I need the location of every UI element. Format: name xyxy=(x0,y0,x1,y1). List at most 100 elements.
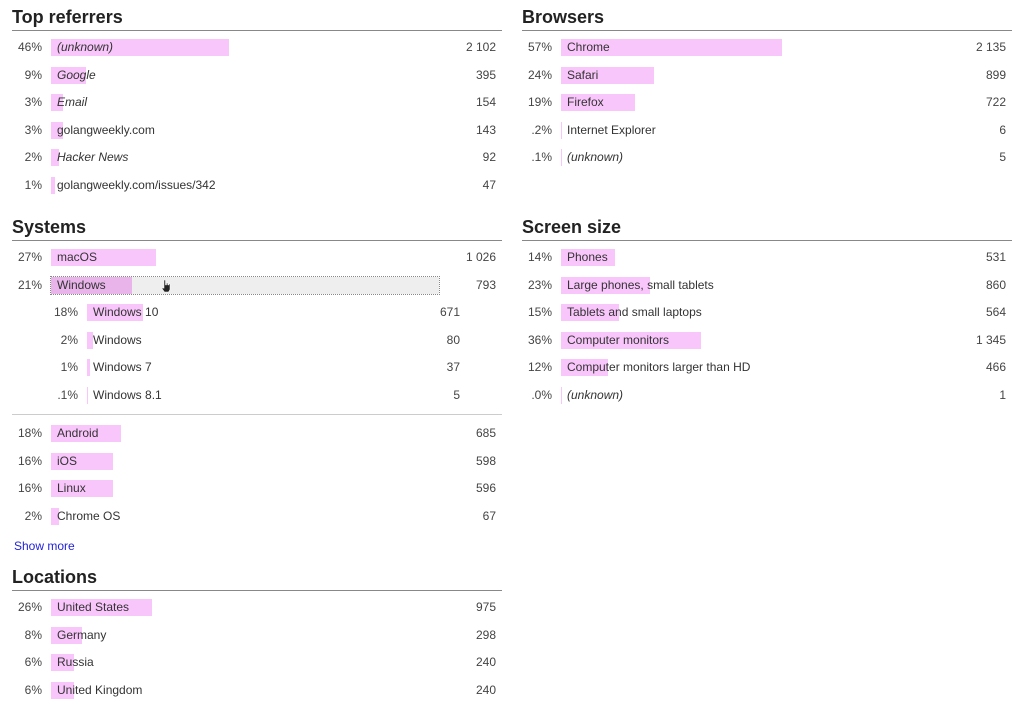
bar-track[interactable]: Windows xyxy=(51,277,439,294)
list-item[interactable]: .1%(unknown)5 xyxy=(522,144,1012,172)
item-label: Computer monitors xyxy=(567,332,669,349)
bar-track[interactable]: Large phones, small tablets xyxy=(561,277,949,294)
item-count: 564 xyxy=(986,299,1006,327)
item-label: Google xyxy=(57,67,96,84)
item-count: 1 xyxy=(999,382,1006,410)
bar-track[interactable]: Russia xyxy=(51,654,439,671)
item-label: Safari xyxy=(567,67,598,84)
bar-track[interactable]: Tablets and small laptops xyxy=(561,304,949,321)
bar-track[interactable]: Phones xyxy=(561,249,949,266)
percentage: 16% xyxy=(12,448,42,476)
bar-track[interactable]: Chrome OS xyxy=(51,508,439,525)
section-title: Top referrers xyxy=(12,5,502,31)
item-label: (unknown) xyxy=(567,387,623,404)
bar-track[interactable]: (unknown) xyxy=(561,149,949,166)
bar-track[interactable]: Windows 8.1 xyxy=(87,387,398,404)
bar-track[interactable]: Computer monitors larger than HD xyxy=(561,359,949,376)
item-label: Firefox xyxy=(567,94,604,111)
bar-track[interactable]: Chrome xyxy=(561,39,949,56)
item-label: Hacker News xyxy=(57,149,128,166)
item-label: Windows xyxy=(57,277,106,294)
bar-track[interactable]: Windows 10 xyxy=(87,304,398,321)
bar-track[interactable]: Hacker News xyxy=(51,149,439,166)
bar-track[interactable]: Google xyxy=(51,67,439,84)
bar-track[interactable]: Windows 7 xyxy=(87,359,398,376)
list-item[interactable]: .0%(unknown)1 xyxy=(522,382,1012,410)
section-title: Screen size xyxy=(522,215,1012,241)
item-label: Windows 7 xyxy=(93,359,152,376)
item-label: Linux xyxy=(57,480,86,497)
bar-track[interactable]: United Kingdom xyxy=(51,682,439,699)
bar-track[interactable]: Computer monitors xyxy=(561,332,949,349)
percentage-bar xyxy=(561,149,562,166)
bar-track[interactable]: Linux xyxy=(51,480,439,497)
item-count: 793 xyxy=(476,272,496,300)
bar-track[interactable]: Firefox xyxy=(561,94,949,111)
item-count: 80 xyxy=(447,327,460,355)
percentage: 6% xyxy=(12,649,42,677)
item-count: 685 xyxy=(476,420,496,448)
percentage-bar xyxy=(51,177,55,194)
percentage-bar xyxy=(561,122,562,139)
percentage-bar xyxy=(87,387,88,404)
bar-track[interactable]: golangweekly.com xyxy=(51,122,439,139)
bar-track[interactable]: Germany xyxy=(51,627,439,644)
section-title: Browsers xyxy=(522,5,1012,31)
bar-track[interactable]: (unknown) xyxy=(51,39,439,56)
bar-track[interactable]: macOS xyxy=(51,249,439,266)
bar-track[interactable]: iOS xyxy=(51,453,439,470)
percentage: 27% xyxy=(12,244,42,272)
percentage: 57% xyxy=(522,34,552,62)
bar-track[interactable]: Windows xyxy=(87,332,398,349)
item-label: Internet Explorer xyxy=(567,122,656,139)
bar-track[interactable]: Email xyxy=(51,94,439,111)
bar-track[interactable]: golangweekly.com/issues/342 xyxy=(51,177,439,194)
bar-track[interactable]: Safari xyxy=(561,67,949,84)
show-more-link[interactable]: Show more xyxy=(12,536,502,556)
item-count: 47 xyxy=(483,172,496,200)
list-item[interactable]: 46%(unknown)2 102 xyxy=(12,34,502,62)
item-label: golangweekly.com xyxy=(57,122,155,139)
bar-track[interactable]: (unknown) xyxy=(561,387,949,404)
bar-track[interactable]: Internet Explorer xyxy=(561,122,949,139)
percentage: 1% xyxy=(48,354,78,382)
bar-track[interactable]: United States xyxy=(51,599,439,616)
list-item[interactable]: 6% Russia 240 xyxy=(12,649,502,677)
percentage-bar xyxy=(561,387,562,404)
item-count: 240 xyxy=(476,649,496,677)
percentage: .1% xyxy=(48,382,78,410)
percentage: 14% xyxy=(522,244,552,272)
bar-track[interactable]: Android xyxy=(51,425,439,442)
item-count: 6 xyxy=(999,117,1006,145)
